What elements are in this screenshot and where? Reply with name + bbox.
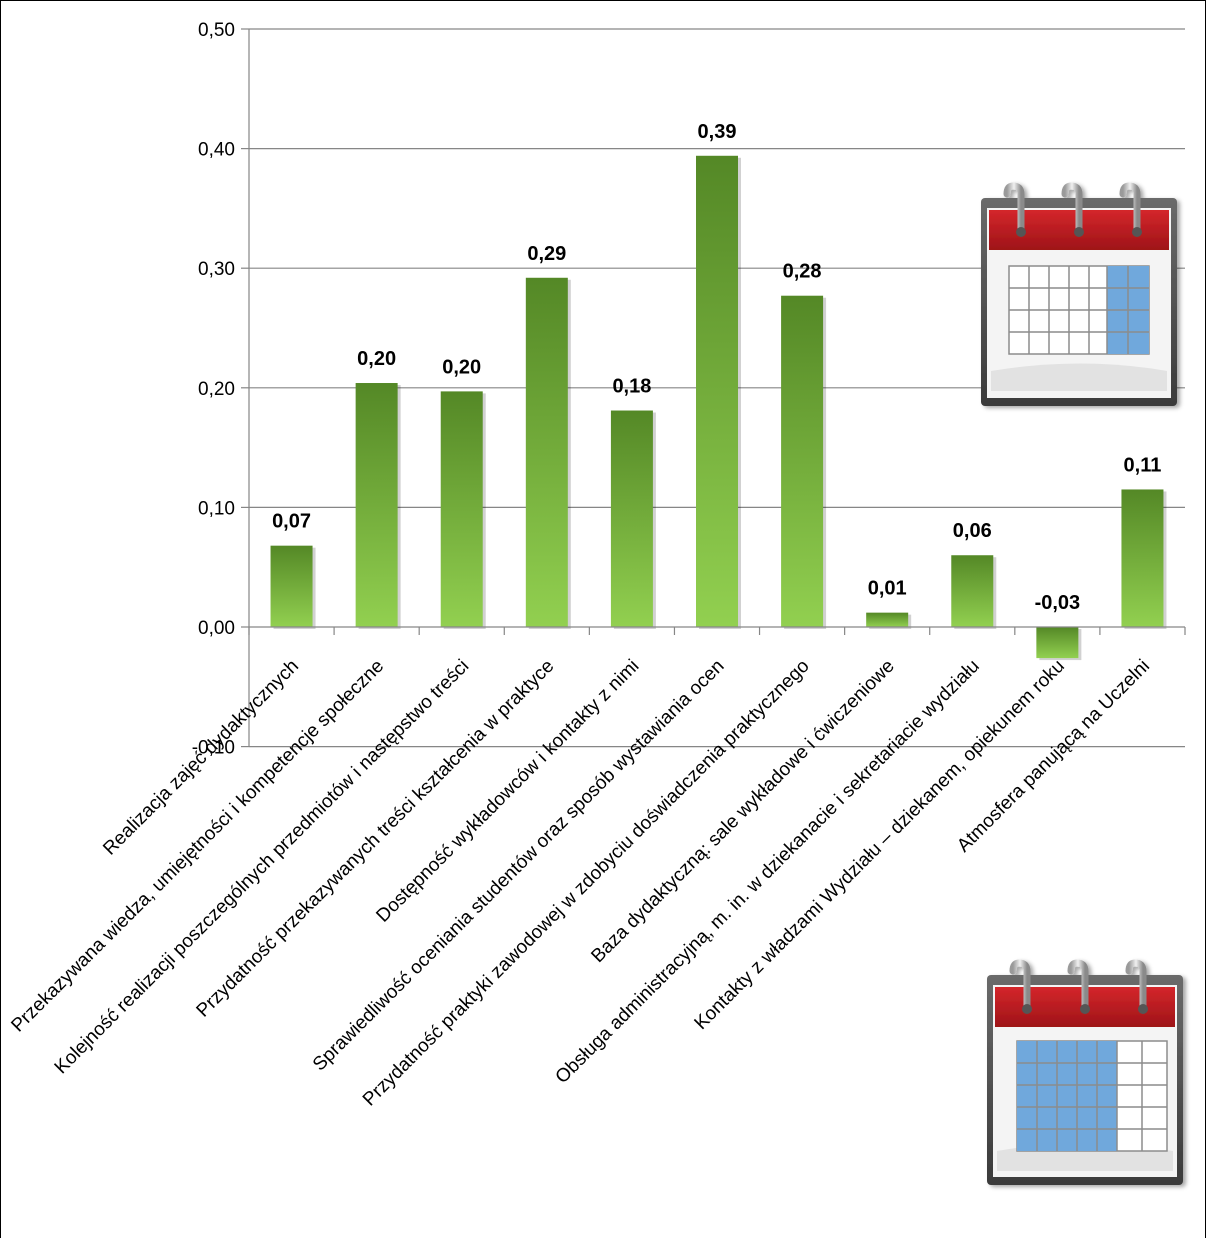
category-labels: Realizacja zajęć dydaktycznychPrzekazywa… (7, 656, 1154, 1111)
y-tick-label: 0,00 (198, 618, 235, 639)
y-tick-label: -0,10 (192, 738, 235, 759)
x-axis (248, 626, 1186, 635)
data-label: 0,06 (953, 520, 992, 542)
data-label: 0,11 (1124, 454, 1162, 476)
calendar-icon (987, 959, 1183, 1185)
bars (270, 155, 1167, 661)
category-label: Baza dydaktyczną: sale wykładowe i ćwicz… (587, 656, 898, 967)
y-tick-label: 0,30 (198, 259, 235, 280)
data-label: 0,28 (783, 261, 822, 283)
data-labels: 0,07 0,20 0,20 0,29 0,18 0,39 0,28 0,01 0,06 -0,0… (272, 121, 1161, 614)
bar (610, 410, 653, 627)
data-label: 0,29 (527, 243, 566, 265)
bar (440, 391, 483, 627)
calendar-icon (981, 182, 1177, 406)
y-tick-label: 0,10 (198, 498, 235, 519)
y-tick-label: 0,40 (198, 140, 235, 161)
bar (525, 277, 568, 627)
y-tick-label: 0,50 (198, 20, 235, 41)
data-label: 0,20 (357, 348, 396, 370)
data-label: 0,01 (868, 578, 907, 600)
data-label: 0,20 (442, 356, 481, 378)
bar (696, 155, 738, 627)
bar (866, 612, 909, 627)
data-label: 0,39 (698, 121, 737, 143)
data-label: 0,18 (612, 376, 651, 398)
bar (355, 383, 398, 627)
y-tick-label: 0,20 (198, 379, 235, 400)
bar (1121, 489, 1164, 627)
category-label: Obsługa administracyjną, m. in. w dzieka… (552, 656, 984, 1088)
bar (270, 545, 313, 627)
category-label: Kolejność realizacji poszczególnych prze… (51, 656, 474, 1079)
bar (781, 295, 824, 627)
bar (951, 555, 994, 627)
bar (1036, 627, 1079, 659)
data-label: -0,03 (1035, 592, 1081, 614)
y-axis: -0,10 0,00 0,10 0,20 0,30 0,40 0,50 (192, 20, 250, 759)
category-label: Przekazywana wiedza, umiejętności i komp… (7, 656, 388, 1037)
data-label: 0,07 (272, 511, 311, 533)
category-label: Sprawiedliwość oceniania studentów oraz … (309, 656, 729, 1076)
